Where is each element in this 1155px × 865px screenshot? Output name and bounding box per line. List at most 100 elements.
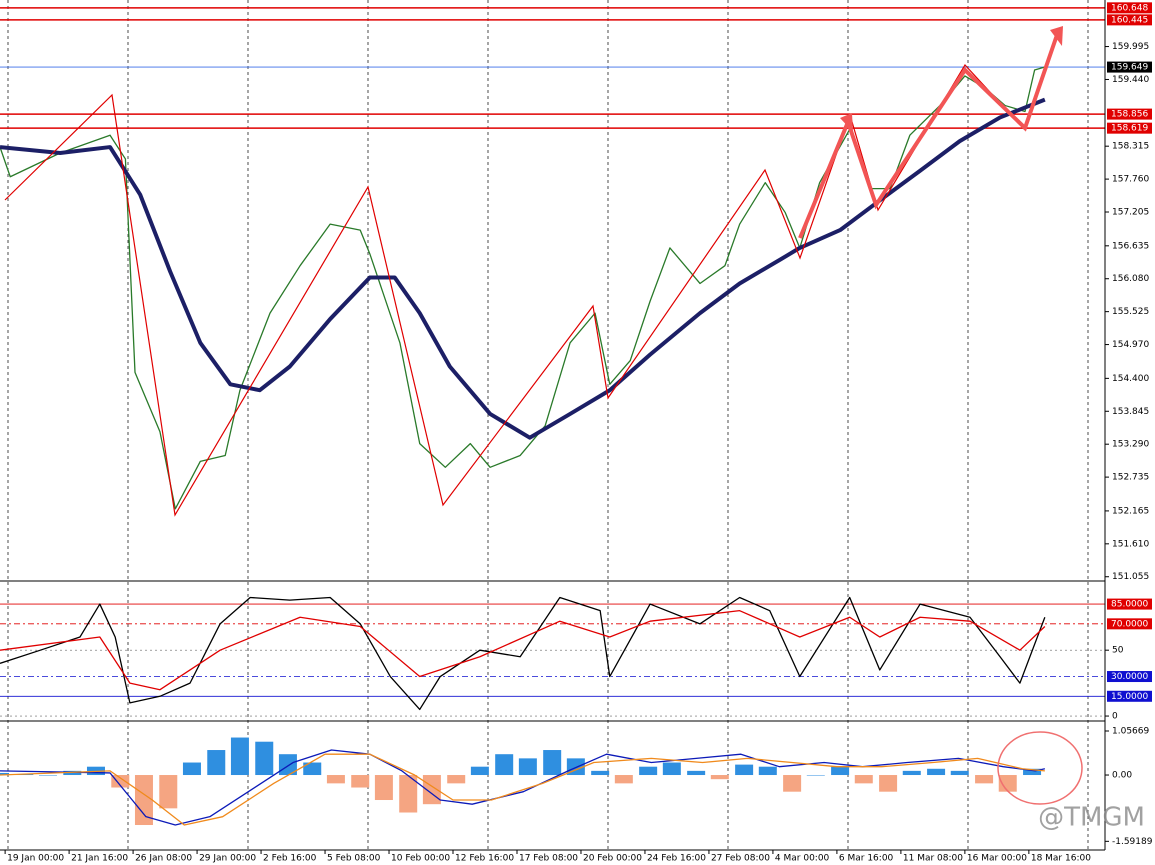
trend-arrow [798, 31, 1060, 239]
histogram-bar [374, 775, 393, 801]
y-tick-label: 157.760 [1112, 175, 1149, 185]
histogram-bar [399, 775, 418, 813]
histogram-bar [758, 766, 777, 776]
histogram-bar [879, 775, 898, 792]
highlight-circle [997, 731, 1083, 805]
histogram-bar [806, 775, 825, 776]
y-tick-label: 153.845 [1112, 407, 1149, 417]
y-tick-label: 156.080 [1112, 274, 1149, 284]
x-tick-label: 26 Jan 08:00 [135, 854, 192, 864]
level-label: 160.648 [1111, 3, 1148, 13]
watermark: @TMGM [1038, 803, 1145, 833]
histogram-bar [159, 775, 178, 809]
level-label: 70.0000 [1111, 619, 1148, 629]
arrow-head [1050, 26, 1063, 46]
level-label: 158.856 [1111, 110, 1148, 120]
x-tick-label: 18 Mar 16:00 [1031, 854, 1091, 864]
histogram-bar [710, 775, 729, 780]
y-tick-label: 159.995 [1112, 42, 1149, 52]
level-label: 159.649 [1111, 63, 1148, 73]
level-label: 15.0000 [1111, 692, 1148, 702]
histogram-bar [230, 737, 249, 776]
x-tick-label: 27 Feb 08:00 [711, 854, 770, 864]
y-tick-label: 152.165 [1112, 506, 1149, 516]
histogram-bar [1023, 768, 1042, 776]
histogram-bar [278, 754, 297, 776]
x-tick-label: 20 Feb 00:00 [583, 854, 642, 864]
histogram-bar [975, 775, 994, 784]
y-tick-label: 159.440 [1112, 75, 1149, 85]
level-label-box [1107, 598, 1152, 610]
x-tick-label: 17 Feb 08:00 [519, 854, 578, 864]
y-tick-label: 154.400 [1112, 374, 1149, 384]
level-label-box [1107, 61, 1152, 73]
histogram-bar [470, 766, 489, 776]
histogram-bar [950, 770, 969, 776]
histogram-bar [591, 770, 610, 776]
y-tick-label: 151.610 [1112, 539, 1149, 549]
histogram-bar [38, 775, 57, 776]
y-tick-label: 50 [1112, 646, 1124, 656]
annotations [4, 26, 1083, 805]
series-line [0, 749, 1045, 826]
series-line [0, 596, 1046, 711]
histogram-bar [303, 762, 322, 776]
histogram-bar [927, 768, 946, 776]
level-label: 158.619 [1111, 124, 1148, 134]
level-label-box [1107, 14, 1152, 26]
histogram-bar [134, 775, 153, 826]
level-label-box [1107, 2, 1152, 14]
histogram-bar [447, 775, 466, 784]
histogram-bar [662, 762, 681, 776]
x-tick-label: 5 Feb 08:00 [327, 854, 381, 864]
series-line [0, 97, 1046, 440]
level-label-box [1107, 618, 1152, 630]
level-label-box [1107, 690, 1152, 702]
level-label-box [1107, 671, 1152, 683]
histogram-bar [543, 750, 562, 776]
arrow-head [840, 113, 853, 132]
histogram-bar [639, 766, 658, 776]
y-tick-label: 0.00 [1112, 771, 1132, 781]
histogram-bar [854, 775, 873, 784]
x-tick-label: 29 Jan 00:00 [199, 854, 256, 864]
histogram-bar [111, 775, 130, 788]
x-tick-label: 11 Mar 08:00 [903, 854, 963, 864]
histogram-bar [614, 775, 633, 784]
x-tick-label: 21 Jan 16:00 [71, 854, 128, 864]
histogram-bar [0, 772, 9, 776]
histogram-bar [902, 770, 921, 776]
level-label: 160.445 [1111, 15, 1148, 25]
x-tick-label: 4 Mar 00:00 [775, 854, 830, 864]
x-tick-label: 19 Jan 00:00 [7, 854, 64, 864]
y-tick-label: 151.055 [1112, 572, 1149, 582]
y-tick-label: 1.05669 [1112, 727, 1149, 737]
histogram-bar [518, 758, 537, 776]
histogram-bar [783, 775, 802, 792]
x-tick-label: 6 Mar 16:00 [839, 854, 894, 864]
histogram-bar [998, 775, 1017, 792]
x-tick-label: 2 Feb 16:00 [263, 854, 317, 864]
level-label: 30.0000 [1111, 672, 1148, 682]
y-tick-label: 157.205 [1112, 208, 1149, 218]
histogram-bar [566, 758, 585, 776]
y-tick-label: 156.635 [1112, 241, 1149, 251]
histogram-bar [831, 766, 850, 776]
y-tick-label: 155.525 [1112, 307, 1149, 317]
histogram-bar [495, 754, 514, 776]
histogram-bar [735, 764, 754, 776]
y-tick-label: 0 [1112, 712, 1118, 722]
histogram-bar [63, 770, 82, 776]
histogram-bar [182, 762, 201, 776]
histogram-bar [207, 750, 226, 776]
y-tick-label: 158.315 [1112, 142, 1149, 152]
x-tick-label: 16 Mar 00:00 [967, 854, 1027, 864]
level-label-box [1107, 108, 1152, 120]
x-tick-label: 24 Feb 16:00 [647, 854, 706, 864]
y-tick-label: 154.970 [1112, 340, 1149, 350]
y-tick-label: 152.735 [1112, 473, 1149, 483]
level-label-box [1107, 122, 1152, 134]
histogram-bar [351, 775, 370, 788]
x-tick-label: 10 Feb 00:00 [391, 854, 450, 864]
